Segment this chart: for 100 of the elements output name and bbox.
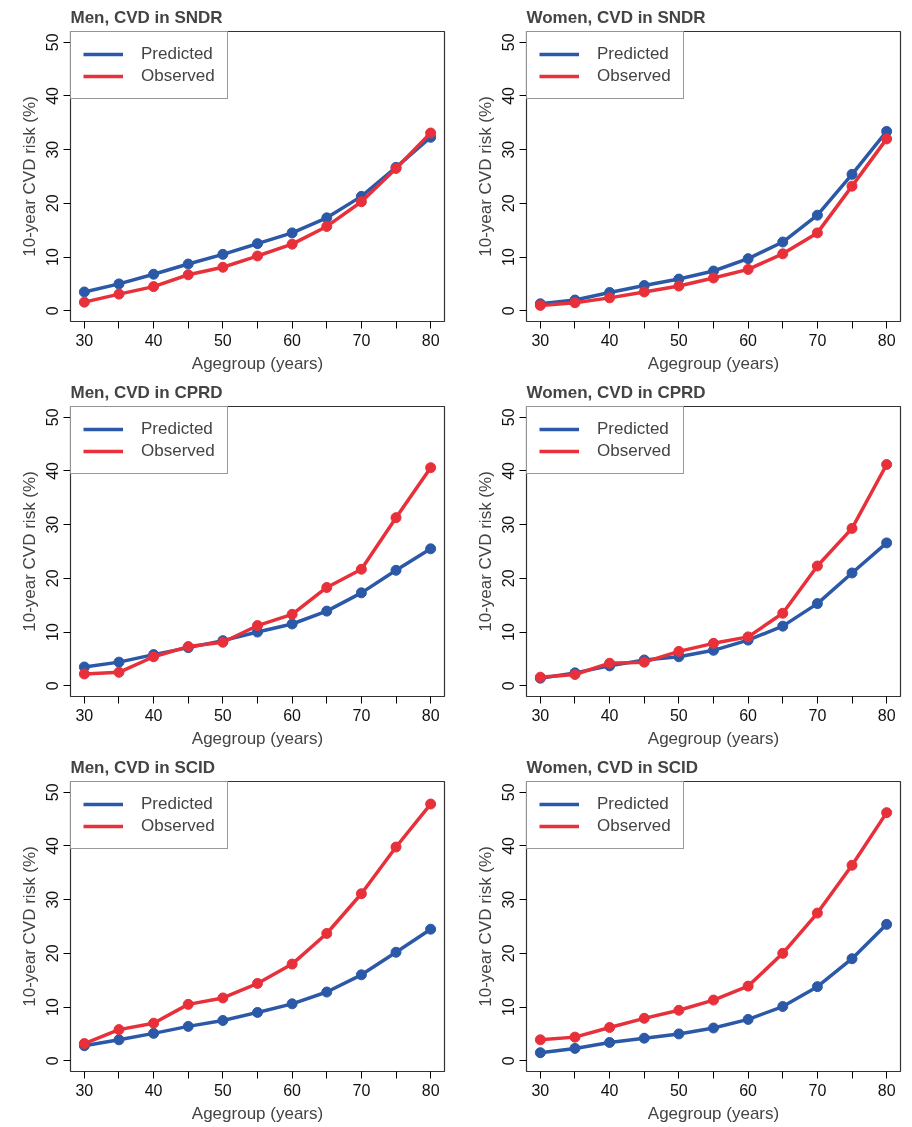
y-tick-label: 40 <box>500 836 518 855</box>
y-tick-label: 30 <box>44 140 62 159</box>
y-tick-label: 10 <box>44 998 62 1016</box>
y-tick-label: 50 <box>44 783 62 802</box>
legend-label: Predicted <box>141 419 213 439</box>
x-axis-title: Agegroup (years) <box>191 728 324 748</box>
y-tick-label: 50 <box>44 408 62 427</box>
legend-label: Predicted <box>597 794 669 814</box>
x-tick-label: 80 <box>421 331 440 349</box>
y-axis-title: 10-year CVD risk (%) <box>19 846 39 1007</box>
x-tick-label: 80 <box>421 1081 440 1099</box>
chart-title: Women, CVD in CPRD <box>526 382 706 402</box>
legend-label: Observed <box>597 441 671 461</box>
y-tick-label: 10 <box>44 248 62 266</box>
x-axis-title: Agegroup (years) <box>647 353 780 373</box>
legend-label: Predicted <box>597 419 669 439</box>
x-tick-label: 70 <box>352 331 371 349</box>
x-axis-title: Agegroup (years) <box>191 353 324 373</box>
chart-title: Men, CVD in SNDR <box>70 7 223 27</box>
chart-title: Women, CVD in SCID <box>526 757 699 777</box>
x-axis-title: Agegroup (years) <box>647 728 780 748</box>
x-tick-label: 30 <box>531 1081 550 1099</box>
legend-label: Predicted <box>597 44 669 64</box>
legend-label: Observed <box>597 816 671 836</box>
legend-label: Predicted <box>141 794 213 814</box>
x-tick-label: 50 <box>669 1081 688 1099</box>
y-tick-label: 0 <box>44 1056 62 1066</box>
x-tick-label: 60 <box>283 1081 302 1099</box>
y-tick-label: 20 <box>44 944 62 963</box>
y-tick-label: 40 <box>44 461 62 480</box>
x-tick-label: 30 <box>75 706 94 724</box>
y-tick-label: 0 <box>44 306 62 316</box>
x-tick-label: 60 <box>283 331 302 349</box>
x-tick-label: 30 <box>75 1081 94 1099</box>
y-tick-label: 0 <box>500 681 518 691</box>
legend-label: Observed <box>141 441 215 461</box>
y-tick-label: 20 <box>500 944 518 963</box>
x-tick-label: 30 <box>75 331 94 349</box>
x-tick-label: 60 <box>739 331 758 349</box>
x-tick-label: 50 <box>669 331 688 349</box>
x-tick-label: 40 <box>600 706 619 724</box>
y-tick-label: 30 <box>44 515 62 534</box>
y-tick-label: 10 <box>500 248 518 266</box>
chart-title: Men, CVD in SCID <box>70 757 216 777</box>
chart-title: Women, CVD in SNDR <box>526 7 706 27</box>
x-tick-label: 70 <box>808 1081 827 1099</box>
chart-title: Men, CVD in CPRD <box>70 382 223 402</box>
x-tick-label: 50 <box>213 1081 232 1099</box>
x-tick-label: 80 <box>421 706 440 724</box>
y-tick-label: 40 <box>44 836 62 855</box>
y-axis-title: 10-year CVD risk (%) <box>19 471 39 632</box>
y-axis-title: 10-year CVD risk (%) <box>19 96 39 257</box>
y-tick-label: 10 <box>500 623 518 641</box>
x-tick-label: 70 <box>352 1081 371 1099</box>
x-tick-label: 40 <box>144 706 163 724</box>
y-tick-label: 0 <box>500 1056 518 1066</box>
x-tick-label: 50 <box>213 331 232 349</box>
x-tick-label: 60 <box>283 706 302 724</box>
y-tick-label: 0 <box>500 306 518 316</box>
x-tick-label: 60 <box>739 706 758 724</box>
x-tick-label: 50 <box>213 706 232 724</box>
x-tick-label: 80 <box>877 1081 896 1099</box>
y-tick-label: 20 <box>44 569 62 588</box>
y-tick-label: 40 <box>44 86 62 105</box>
y-tick-label: 10 <box>44 623 62 641</box>
x-tick-label: 40 <box>144 331 163 349</box>
x-tick-label: 30 <box>531 331 550 349</box>
y-axis-title: 10-year CVD risk (%) <box>475 846 495 1007</box>
x-axis-title: Agegroup (years) <box>647 1103 780 1123</box>
x-tick-label: 40 <box>144 1081 163 1099</box>
x-tick-label: 80 <box>877 331 896 349</box>
y-tick-label: 40 <box>500 86 518 105</box>
y-tick-label: 50 <box>500 408 518 427</box>
y-tick-label: 30 <box>500 890 518 909</box>
y-axis-title: 10-year CVD risk (%) <box>475 96 495 257</box>
y-tick-label: 0 <box>44 681 62 691</box>
legend-label: Predicted <box>141 44 213 64</box>
y-tick-label: 10 <box>500 998 518 1016</box>
y-tick-label: 50 <box>500 33 518 52</box>
legend-label: Observed <box>141 66 215 86</box>
x-axis-title: Agegroup (years) <box>191 1103 324 1123</box>
x-tick-label: 80 <box>877 706 896 724</box>
y-tick-label: 40 <box>500 461 518 480</box>
x-tick-label: 60 <box>739 1081 758 1099</box>
y-tick-label: 50 <box>44 33 62 52</box>
x-tick-label: 40 <box>600 1081 619 1099</box>
x-tick-label: 70 <box>352 706 371 724</box>
x-tick-label: 50 <box>669 706 688 724</box>
y-tick-label: 20 <box>500 194 518 213</box>
y-tick-label: 30 <box>44 890 62 909</box>
y-tick-label: 30 <box>500 515 518 534</box>
x-tick-label: 30 <box>531 706 550 724</box>
y-tick-label: 50 <box>500 783 518 802</box>
legend-label: Observed <box>597 66 671 86</box>
y-tick-label: 30 <box>500 140 518 159</box>
x-tick-label: 70 <box>808 331 827 349</box>
y-tick-label: 20 <box>44 194 62 213</box>
y-axis-title: 10-year CVD risk (%) <box>475 471 495 632</box>
y-tick-label: 20 <box>500 569 518 588</box>
x-tick-label: 40 <box>600 331 619 349</box>
